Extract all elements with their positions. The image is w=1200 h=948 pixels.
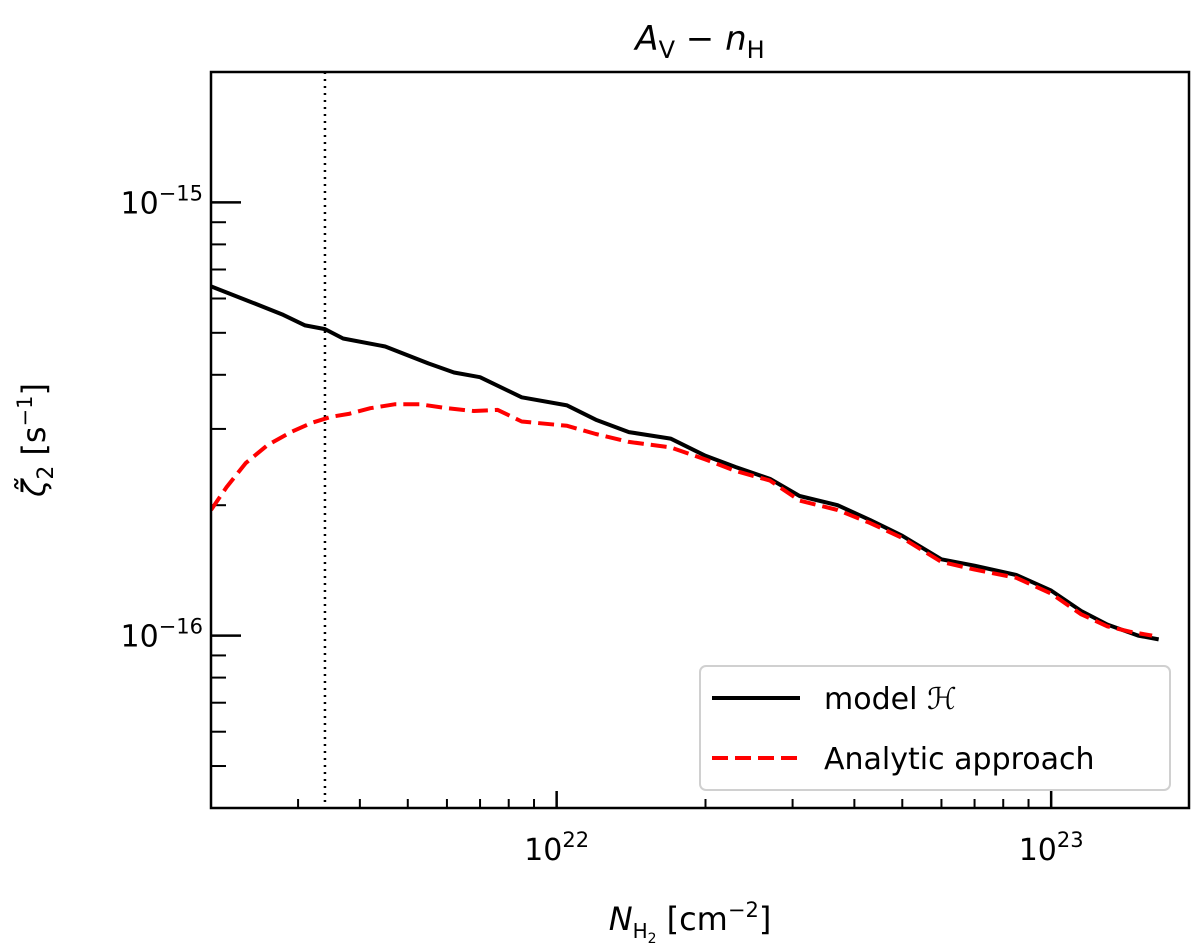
x-tick-label: 1023	[1019, 828, 1084, 868]
legend-label-analytic: Analytic approach	[824, 742, 1095, 777]
series-analytic-line	[211, 402, 1153, 638]
x-tick-label: 1022	[524, 828, 589, 868]
legend-box	[699, 665, 1171, 791]
legend-label-model: model ℋ	[824, 682, 957, 717]
legend: model ℋ Analytic approach	[699, 665, 1171, 791]
series-lines	[211, 284, 1160, 642]
plot-frame	[209, 70, 1191, 810]
series-model-line	[211, 284, 1160, 642]
major-ticks	[211, 201, 1053, 808]
y-tick-label: 10−15	[120, 181, 203, 221]
chart-title: AV − nH	[633, 19, 764, 64]
x-axis-label: NH2[cm−2]	[609, 898, 772, 947]
y-tick-label: 10−16	[120, 615, 203, 655]
tick-labels: 1022 1023 10−15 10−16	[120, 181, 1083, 868]
y-axis-label: ζ̃2[s−1]	[13, 383, 59, 498]
